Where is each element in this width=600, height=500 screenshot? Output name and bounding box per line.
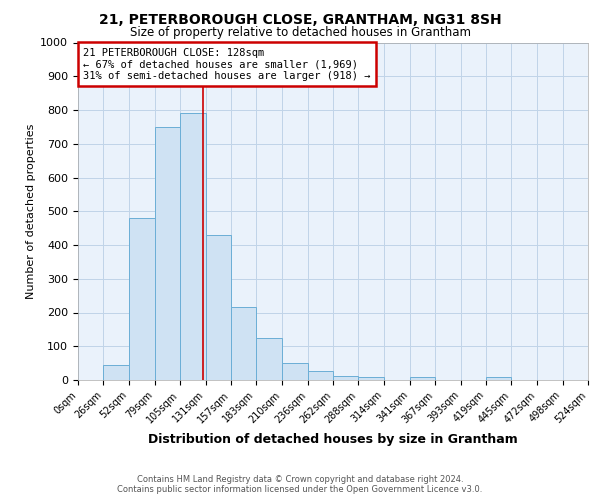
Text: 21 PETERBOROUGH CLOSE: 128sqm
← 67% of detached houses are smaller (1,969)
31% o: 21 PETERBOROUGH CLOSE: 128sqm ← 67% of d… — [83, 48, 371, 81]
Text: 21, PETERBOROUGH CLOSE, GRANTHAM, NG31 8SH: 21, PETERBOROUGH CLOSE, GRANTHAM, NG31 8… — [98, 12, 502, 26]
Bar — [256, 338, 283, 380]
Bar — [358, 376, 383, 380]
Text: Contains HM Land Registry data © Crown copyright and database right 2024.
Contai: Contains HM Land Registry data © Crown c… — [118, 474, 482, 494]
Bar — [103, 365, 128, 380]
Bar — [231, 308, 256, 380]
Text: Size of property relative to detached houses in Grantham: Size of property relative to detached ho… — [130, 26, 470, 39]
Bar — [128, 218, 155, 380]
Bar — [155, 127, 180, 380]
Bar — [283, 363, 308, 380]
Y-axis label: Number of detached properties: Number of detached properties — [26, 124, 36, 299]
X-axis label: Distribution of detached houses by size in Grantham: Distribution of detached houses by size … — [148, 433, 518, 446]
Bar — [205, 235, 231, 380]
Bar — [410, 376, 435, 380]
Bar — [486, 376, 511, 380]
Bar — [308, 371, 333, 380]
Bar — [180, 114, 206, 380]
Bar — [333, 376, 358, 380]
